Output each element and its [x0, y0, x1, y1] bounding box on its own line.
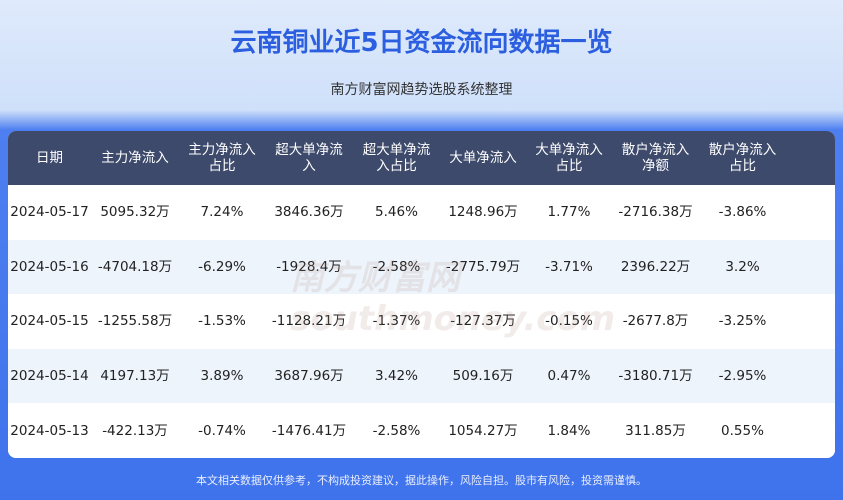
- table-cell: -2.58%: [372, 258, 421, 275]
- table-cell: -1.53%: [198, 313, 246, 330]
- table-cell: 5095.32万: [100, 204, 170, 221]
- table-cell: 0.47%: [547, 368, 591, 385]
- table-cell: 3846.36万: [274, 204, 344, 221]
- table-cell: 2024-05-17: [10, 204, 89, 221]
- table-cell: -6.29%: [198, 258, 246, 275]
- column-header: 主力净流入 占比: [188, 142, 256, 174]
- table-cell: 2024-05-13: [10, 422, 89, 439]
- table-cell: 3687.96万: [274, 368, 344, 385]
- fund-flow-table: 日期 主力净流入 主力净流入 占比 超大单净流 入超大单净流 入占比 大单净流入 大单净流…: [8, 131, 835, 458]
- table-cell: 2024-05-14: [10, 368, 89, 385]
- table-row: 2024-05-15 -1255.58万 -1.53% -1128.21万 -1.37%…: [8, 294, 835, 349]
- table-row: 2024-05-14 4197.13万 3.89% 3687.96万 3.42% 509.…: [8, 348, 835, 404]
- table-cell: -2.58%: [372, 422, 421, 439]
- table-cell: 4197.13万: [100, 368, 170, 385]
- table-cell: -3.71%: [545, 258, 593, 275]
- table-cell: -2677.8万: [622, 313, 689, 330]
- table-cell: -1.37%: [372, 313, 421, 330]
- table-cell: -1928.4万: [276, 258, 342, 275]
- table-cell: 1054.27万: [448, 422, 518, 439]
- table-cell: 2024-05-16: [10, 258, 89, 275]
- table-cell: 7.24%: [200, 204, 244, 221]
- table-cell: -3.86%: [718, 204, 767, 221]
- table-cell: 5.46%: [375, 204, 418, 221]
- table-row: 2024-05-13 -422.13万 -0.74% -1476.41万 -2.58% 1…: [8, 403, 835, 458]
- table-cell: 2024-05-15: [10, 313, 89, 330]
- column-header: 主力净流入: [101, 150, 169, 166]
- table-cell: -3.25%: [718, 313, 767, 330]
- table-cell: 509.16万: [452, 368, 514, 385]
- column-header: 超大单净流 入: [275, 142, 343, 174]
- table-cell: 3.89%: [200, 368, 244, 385]
- table-cell: -2.95%: [718, 368, 767, 385]
- column-header: 散户净流入 净额: [621, 142, 690, 174]
- table-cell: -0.15%: [545, 313, 593, 330]
- table-cell: 3.2%: [725, 258, 760, 275]
- table-cell: -2716.38万: [618, 204, 693, 221]
- table-cell: 2396.22万: [620, 258, 691, 275]
- disclaimer: 本文相关数据仅供参考，不构成投资建议，据此操作，风险自担。股市有风险，投资需谨慎…: [196, 474, 647, 487]
- table-cell: -3180.71万: [618, 368, 693, 385]
- table-cell: 1.84%: [547, 422, 591, 439]
- table-cell: -422.13万: [102, 422, 168, 439]
- table-cell: 3.42%: [375, 368, 418, 385]
- table-cell: -0.74%: [198, 422, 246, 439]
- page-subtitle: 南方财富网趋势选股系统整理: [330, 82, 513, 98]
- column-header: 超大单净流 入占比: [362, 142, 431, 174]
- page-title: 云南铜业近5日资金流向数据一览: [230, 28, 613, 58]
- table-cell: -2775.79万: [445, 258, 521, 275]
- table-cell: -127.37万: [450, 313, 516, 330]
- table-cell: 0.55%: [721, 422, 764, 439]
- column-header: 散户净流入 占比: [708, 142, 777, 174]
- column-header: 大单净流入 占比: [535, 142, 603, 174]
- table-cell: -1128.21万: [271, 313, 347, 330]
- table-cell: -4704.18万: [97, 258, 173, 275]
- table-header: 日期 主力净流入 主力净流入 占比 超大单净流 入超大单净流 入占比 大单净流入 大单净流…: [8, 131, 835, 185]
- table-cell: -1255.58万: [97, 313, 173, 330]
- column-header: 大单净流入: [449, 150, 517, 166]
- table-cell: 311.85万: [625, 422, 686, 439]
- column-header: 日期: [36, 150, 63, 166]
- table-cell: 1248.96万: [448, 204, 518, 221]
- table-row: 2024-05-16 -4704.18万 -6.29% -1928.4万 -2.58% -…: [8, 239, 835, 295]
- table-row: 2024-05-17 5095.32万 7.24% 3846.36万 5.46% 1248…: [8, 185, 835, 240]
- table-cell: -1476.41万: [271, 422, 347, 439]
- table-cell: 1.77%: [547, 204, 591, 221]
